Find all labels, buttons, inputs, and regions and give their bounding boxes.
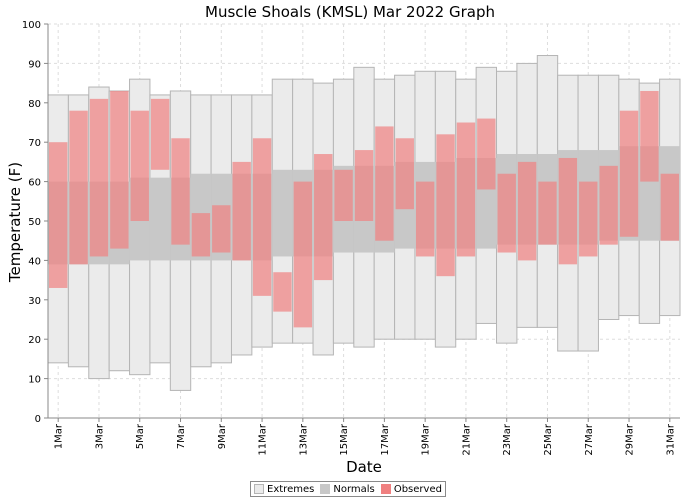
normals-bar — [149, 177, 171, 261]
legend-label-extremes: Extremes — [267, 483, 315, 495]
legend-label-observed: Observed — [393, 483, 442, 495]
x-tick-label: 21Mar — [461, 423, 472, 455]
legend-swatch-extremes — [254, 484, 265, 494]
observed-bar — [150, 98, 170, 170]
y-axis-label: Temperature (F) — [6, 161, 24, 283]
observed-bar — [558, 157, 578, 265]
observed-bar — [619, 110, 639, 237]
observed-bar — [395, 138, 414, 210]
observed-bar — [640, 90, 659, 182]
y-tick-label: 10 — [28, 375, 41, 386]
observed-bar — [314, 154, 333, 281]
legend-swatch-observed — [380, 484, 391, 494]
observed-bar — [599, 165, 618, 245]
observed-bar — [191, 213, 211, 257]
observed-bar — [171, 138, 190, 245]
x-tick-label: 5Mar — [135, 423, 146, 449]
observed-bar — [436, 134, 455, 277]
chart-title: Muscle Shoals (KMSL) Mar 2022 Graph — [205, 3, 495, 21]
x-tick-label: 7Mar — [176, 423, 187, 449]
observed-bar — [334, 169, 353, 221]
observed-bar — [456, 122, 476, 257]
x-axis-label: Date — [346, 458, 382, 476]
x-tick-label: 15Mar — [339, 423, 350, 455]
legend-item-extremes: Extremes — [254, 484, 314, 495]
observed-bar — [293, 181, 313, 328]
x-tick-label: 11Mar — [258, 423, 269, 455]
x-tick-label: 19Mar — [421, 423, 432, 455]
x-tick-label: 27Mar — [584, 423, 595, 455]
observed-bar — [354, 150, 374, 221]
y-tick-label: 90 — [28, 59, 41, 70]
y-tick-label: 20 — [28, 335, 41, 346]
y-tick-label: 50 — [28, 217, 41, 228]
x-tick-label: 9Mar — [217, 423, 228, 449]
y-tick-label: 80 — [28, 99, 41, 110]
observed-bar — [273, 272, 292, 312]
observed-bar — [517, 161, 537, 261]
y-tick-label: 40 — [28, 256, 41, 267]
observed-bar — [89, 98, 109, 257]
observed-bar — [252, 138, 272, 296]
legend-item-observed: Observed — [380, 483, 442, 495]
x-tick-label: 31Mar — [665, 423, 676, 455]
legend-item-normals: Normals — [320, 483, 375, 495]
x-tick-label: 1Mar — [54, 423, 65, 449]
x-tick-label: 29Mar — [625, 423, 636, 455]
x-tick-label: 3Mar — [94, 423, 105, 449]
x-tick-label: 17Mar — [380, 423, 391, 455]
legend: Extremes Normals Observed — [250, 481, 446, 497]
observed-bar — [538, 181, 557, 245]
observed-bar — [69, 110, 88, 265]
legend-swatch-normals — [320, 484, 331, 494]
normals-bar — [272, 169, 293, 257]
x-tick-label: 13Mar — [298, 423, 309, 455]
observed-bar — [49, 142, 68, 288]
observed-bar — [579, 181, 598, 257]
legend-label-normals: Normals — [333, 483, 375, 495]
observed-bar — [130, 110, 149, 221]
y-tick-label: 0 — [35, 414, 41, 425]
x-tick-label: 23Mar — [502, 423, 513, 455]
observed-bar — [477, 118, 496, 190]
observed-bar — [660, 173, 679, 241]
x-tick-label: 25Mar — [543, 423, 554, 455]
y-tick-label: 70 — [28, 138, 41, 149]
y-tick-label: 30 — [28, 296, 41, 307]
observed-bar — [110, 90, 129, 249]
observed-bar — [375, 126, 394, 241]
observed-bar — [232, 161, 251, 261]
y-tick-label: 100 — [22, 20, 41, 31]
observed-bar — [415, 181, 435, 257]
observed-bar — [212, 205, 231, 253]
y-tick-label: 60 — [28, 178, 41, 189]
observed-bar — [497, 173, 516, 253]
